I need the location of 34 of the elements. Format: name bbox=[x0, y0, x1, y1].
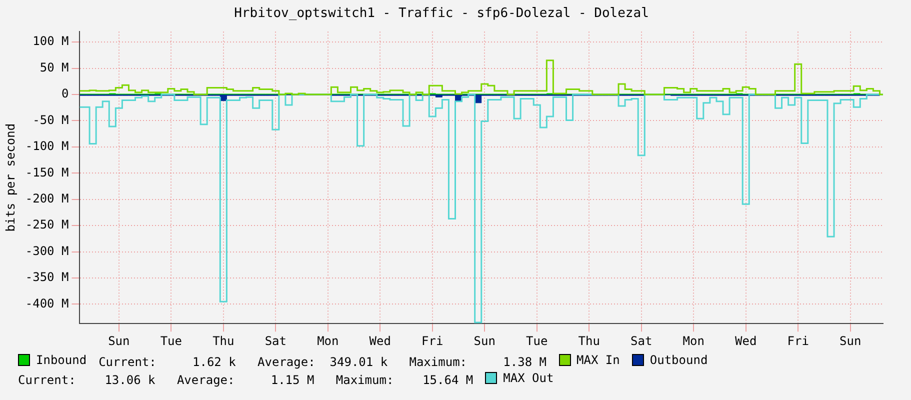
y-tick-label: 0 bbox=[62, 86, 69, 101]
chart-title: Hrbitov_optswitch1 - Traffic - sfp6-Dolezal - Dolezal bbox=[234, 6, 649, 22]
y-tick-label: -50 M bbox=[32, 112, 69, 127]
y-tick-label: -250 M bbox=[25, 218, 69, 232]
y-tick-label: 50 M bbox=[40, 60, 69, 74]
x-tick-label: Wed bbox=[369, 334, 391, 348]
x-tick-label: Sat bbox=[264, 334, 287, 348]
x-tick-label: Sun bbox=[840, 334, 862, 348]
y-tick-label: -100 M bbox=[25, 139, 69, 154]
x-tick-label: Sun bbox=[108, 334, 130, 348]
x-tick-label: Tue bbox=[526, 334, 548, 348]
x-tick-label: Sat bbox=[630, 334, 652, 348]
x-tick-label: Thu bbox=[578, 334, 600, 348]
x-tick-label: Thu bbox=[212, 334, 234, 348]
x-tick-label: Sun bbox=[474, 334, 496, 348]
x-tick-label: Mon bbox=[682, 334, 704, 348]
y-tick-label: 100 M bbox=[32, 34, 69, 48]
text: Current: 13.06 k Average: 1.15 M Maximum: 15.64 M bbox=[18, 373, 474, 387]
y-tick-label: -400 M bbox=[25, 296, 69, 310]
legend-label: Outbound bbox=[648, 352, 708, 368]
legend-label: Inbound bbox=[35, 352, 87, 368]
y-tick-label: -200 M bbox=[25, 191, 69, 206]
x-tick-label: Fri bbox=[422, 334, 444, 348]
y-tick-label: -300 M bbox=[25, 244, 69, 258]
x-tick-label: Wed bbox=[735, 334, 757, 348]
y-axis-title: bits per second bbox=[3, 123, 18, 232]
x-tick-label: Tue bbox=[160, 334, 182, 348]
x-tick-label: Mon bbox=[317, 334, 339, 348]
y-tick-label: -150 M bbox=[25, 165, 69, 180]
legend-label: MAX Out bbox=[502, 370, 554, 386]
text: Current: 1.62 k Average: 349.01 k Maximum: 1.38 M bbox=[98, 355, 547, 369]
x-tick-label: Fri bbox=[787, 334, 809, 348]
legend-label: MAX In bbox=[576, 352, 620, 368]
y-tick-label: -350 M bbox=[25, 270, 69, 284]
